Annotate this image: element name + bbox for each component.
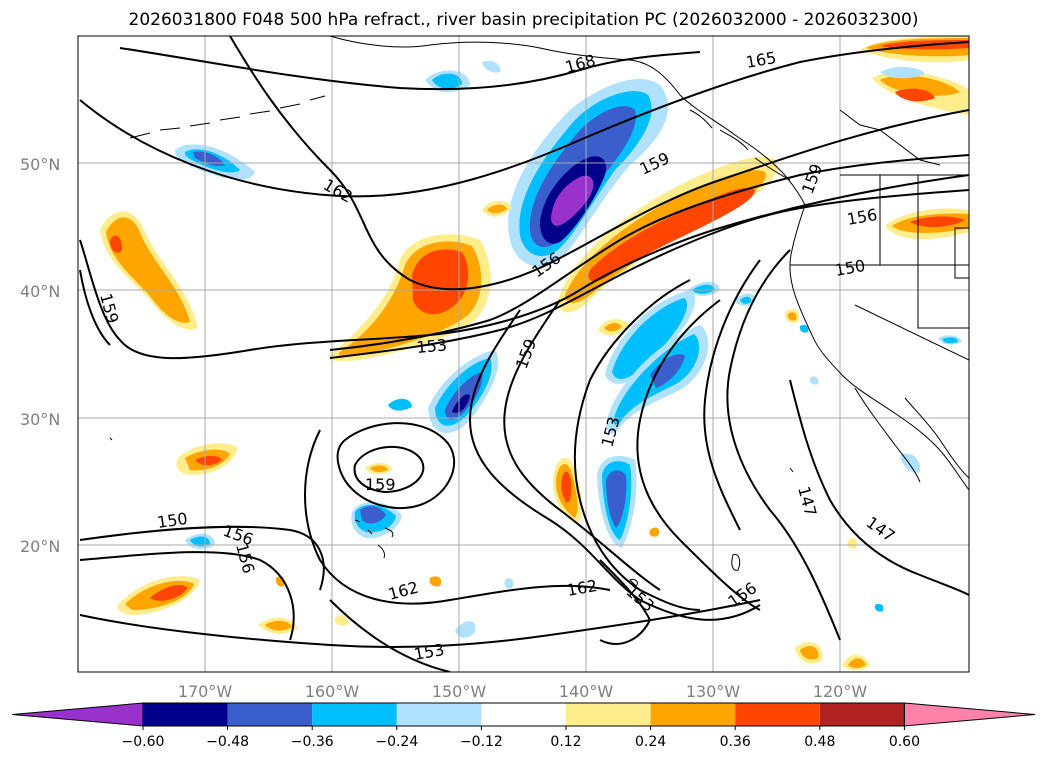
lat-label: 30°N — [20, 410, 60, 429]
lon-label: 170°W — [178, 682, 233, 701]
lat-label: 40°N — [20, 282, 60, 301]
colorbar-tick-label: 0.36 — [720, 734, 751, 750]
colorbar-tick-label: −0.24 — [375, 734, 418, 750]
colorbar-extend-low — [12, 703, 143, 726]
lon-label: 160°W — [305, 682, 360, 701]
lat-label: 50°N — [20, 155, 60, 174]
colorbar-segment — [651, 703, 736, 726]
colorbar-segment — [143, 703, 228, 726]
colorbar: −0.60 −0.48 −0.36 −0.24 −0.12 0.12 0.24 0.36 0.4… — [12, 703, 1035, 750]
colorbar-tick-label: 0.48 — [804, 734, 835, 750]
colorbar-tick-label: 0.60 — [889, 734, 920, 750]
lat-label: 20°N — [20, 537, 60, 556]
colorbar-segment — [312, 703, 397, 726]
colorbar-tick-label: −0.60 — [122, 734, 165, 750]
colorbar-tick-label: 0.24 — [635, 734, 666, 750]
colorbar-extend-high — [904, 703, 1035, 726]
contour-label: 153 — [416, 335, 448, 357]
colorbar-segment — [820, 703, 905, 726]
colorbar-segment — [228, 703, 313, 726]
colorbar-tick-label: −0.36 — [291, 734, 334, 750]
colorbar-segment — [735, 703, 820, 726]
lon-label: 120°W — [813, 682, 868, 701]
latitude-labels: 50°N 40°N 30°N 20°N — [20, 155, 60, 556]
lon-label: 130°W — [686, 682, 741, 701]
contour-label: 159 — [365, 475, 396, 494]
colorbar-tick-label: −0.12 — [460, 734, 503, 750]
colorbar-segment — [397, 703, 482, 726]
lon-label: 150°W — [432, 682, 487, 701]
longitude-labels: 170°W 160°W 150°W 140°W 130°W 120°W — [178, 682, 868, 701]
colorbar-segment — [566, 703, 651, 726]
lon-label: 140°W — [559, 682, 614, 701]
colorbar-segment — [481, 703, 566, 726]
colorbar-tick-label: 0.12 — [550, 734, 581, 750]
colorbar-tick-label: −0.48 — [206, 734, 249, 750]
